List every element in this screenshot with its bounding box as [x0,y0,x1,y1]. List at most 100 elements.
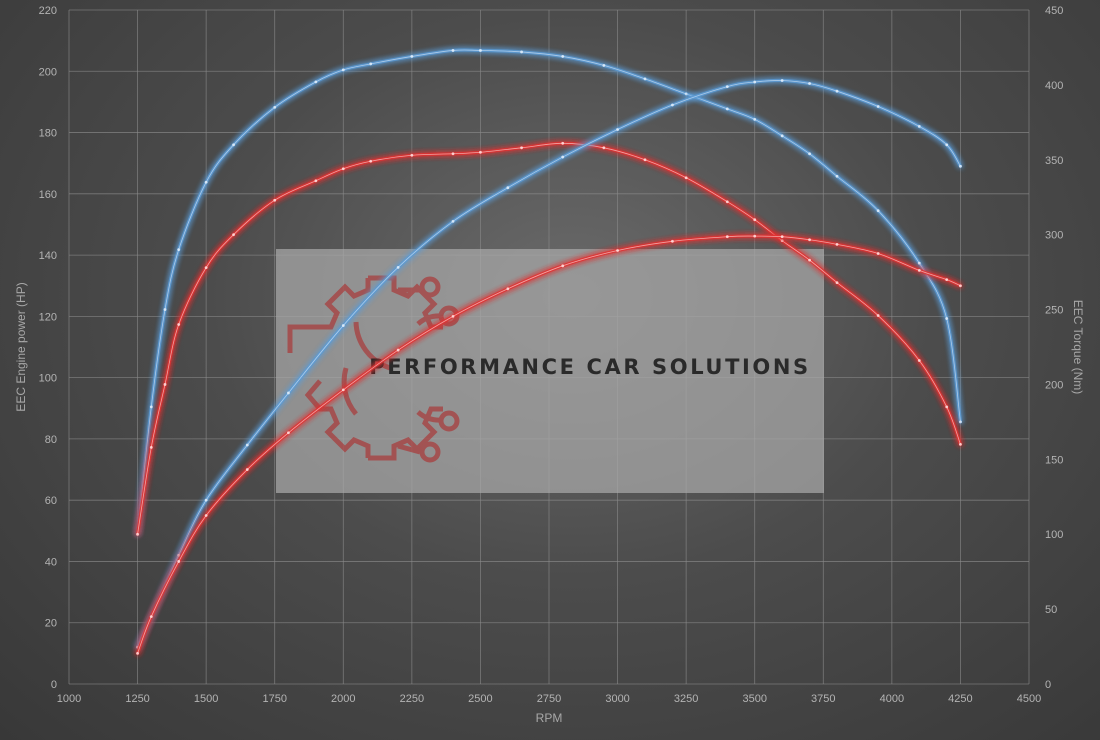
data-point [684,176,688,180]
data-point [479,150,482,154]
y2-tick-label: 150 [1045,454,1063,466]
data-point [780,239,784,243]
y2-tick-label: 100 [1045,529,1063,541]
grid [68,9,1030,685]
data-point [725,200,729,204]
data-point [314,179,318,183]
data-point [204,180,208,184]
y2-tick-label: 0 [1045,679,1051,691]
data-point [410,153,414,157]
data-point [753,218,757,222]
series [135,48,963,655]
y2-tick-label: 350 [1045,155,1063,167]
watermark-text: PERFORMANCE CAR SOLUTIONS [369,355,811,379]
y-tick-label: 180 [39,128,57,140]
data-point [163,308,167,311]
data-point [287,431,290,435]
data-point [835,242,839,246]
blue-torque-series [135,48,963,536]
y-tick-label: 60 [45,495,57,507]
x-tick-label: 4250 [948,693,972,705]
data-point [341,68,345,72]
series-line-highlight [137,235,961,654]
data-point [177,560,181,563]
data-point [602,146,606,150]
data-point [245,443,249,447]
data-point [396,348,400,352]
data-point [808,258,811,262]
x-tick-label: 2750 [537,693,561,705]
y-tick-label: 120 [39,311,57,323]
y2-tick-label: 200 [1045,379,1063,391]
data-point [561,264,565,268]
data-point [341,167,345,171]
data-point [780,235,784,239]
data-point [341,388,345,392]
y2-axis-title: EEC Torque (Nm) [1071,300,1085,394]
data-point [917,359,921,362]
data-point [602,64,606,67]
y-axis-title: EEC Engine power (HP) [14,282,28,411]
y2-tick-label: 450 [1045,5,1063,17]
x-tick-label: 4000 [880,693,904,705]
y2-tick-label: 250 [1045,305,1063,317]
data-point [177,248,181,252]
data-point [959,284,962,288]
y2-tick-label: 50 [1045,604,1057,616]
data-point [876,252,880,255]
data-point [616,249,619,252]
data-point [671,103,674,107]
data-point [163,383,167,386]
data-point [149,445,153,449]
data-point [725,85,729,88]
y-tick-label: 40 [45,556,57,568]
data-point [561,141,565,145]
x-tick-label: 1500 [194,693,218,705]
red-torque-series [135,141,963,536]
data-point [273,105,277,109]
data-point [643,77,647,81]
data-point [314,80,318,84]
data-point [341,324,345,327]
data-point [945,143,949,147]
data-point [451,49,455,52]
x-axis-title: RPM [536,711,563,725]
axes: 1000 1250 1500 1750 2000 2250 2500 2750 3000 3250… [14,5,1085,725]
data-point [808,152,811,156]
data-point [520,146,523,150]
x-tick-label: 3500 [742,693,766,705]
data-point [520,50,523,54]
data-point [204,498,208,502]
data-point [876,314,880,317]
x-tick-label: 2250 [400,693,424,705]
data-point [561,55,565,58]
data-point [479,49,482,52]
data-point [506,287,510,291]
data-point [725,107,729,111]
y-tick-label: 0 [51,679,57,691]
x-tick-label: 1000 [57,693,81,705]
watermark: PERFORMANCE CAR SOLUTIONS [276,249,824,493]
data-point [876,209,880,213]
data-point [232,233,235,237]
data-point [959,442,962,446]
x-tick-label: 1750 [262,693,286,705]
data-point [451,219,455,223]
y-tick-label: 200 [39,66,57,78]
y-tick-label: 160 [39,189,57,201]
data-point [616,128,619,131]
data-point [945,405,949,409]
data-point [876,105,880,108]
data-point [451,152,455,156]
gear-circuit-logo [287,275,460,463]
x-tick-label: 3250 [674,693,698,705]
data-point [273,198,277,202]
data-point [917,269,921,272]
data-point [232,143,235,147]
data-point [808,82,811,85]
data-point [204,266,208,270]
data-point [136,651,139,655]
data-point [835,89,839,93]
x-tick-label: 1250 [125,693,149,705]
